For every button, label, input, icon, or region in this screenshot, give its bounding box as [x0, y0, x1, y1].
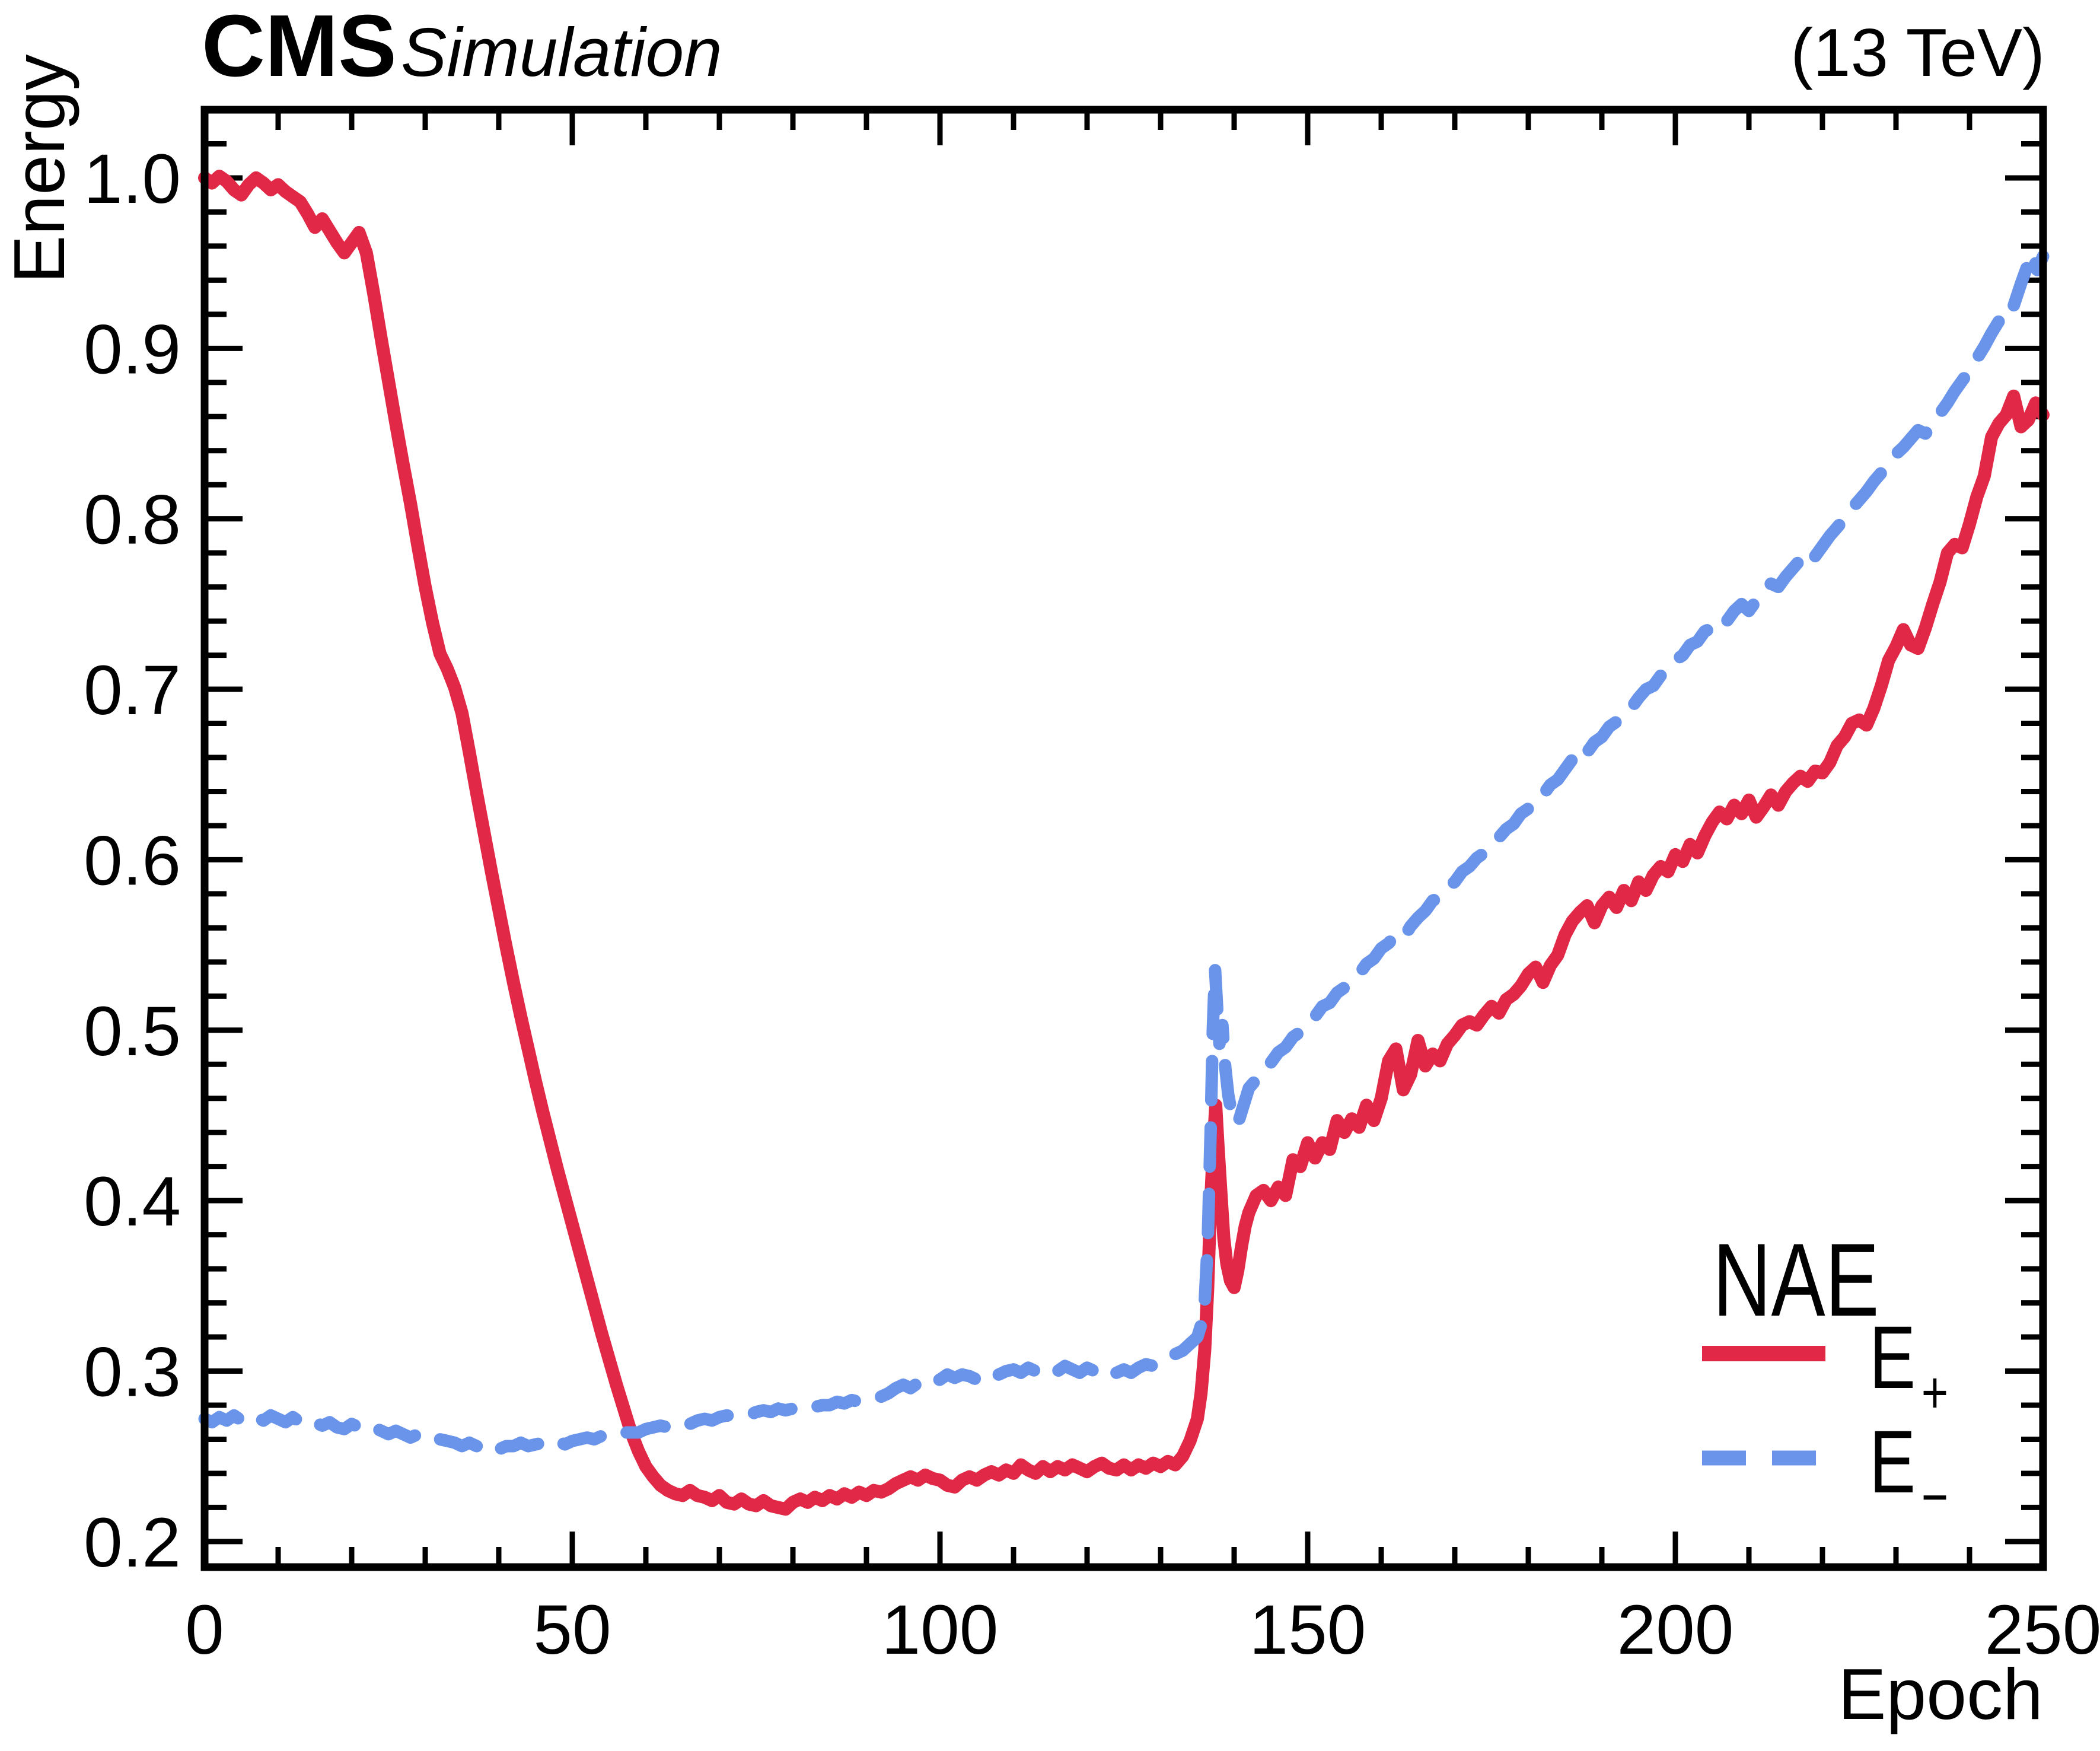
x-tick-label: 100 [882, 1591, 999, 1669]
plot-frame [200, 106, 2047, 1571]
y-axis-title: Energy [0, 54, 79, 284]
center-of-mass-energy-label: (13 TeV) [1790, 15, 2045, 91]
legend: NAE E + E − [1702, 1222, 1948, 1530]
y-tick-label: 0.4 [84, 1163, 181, 1241]
curve-e-plus [198, 170, 2050, 1516]
y-tick-label: 0.7 [84, 651, 181, 730]
x-tick-label: 0 [185, 1591, 224, 1669]
legend-label-e-plus: E + [1869, 1307, 1948, 1426]
curve-e-minus [198, 246, 2050, 1456]
y-tick-label: 0.5 [84, 992, 181, 1071]
y-tick-label: 0.3 [84, 1333, 181, 1412]
x-tick-label: 250 [1985, 1591, 2100, 1669]
y-tick-label: 1.0 [84, 140, 181, 218]
legend-title: NAE [1713, 1222, 1879, 1338]
y-tick-label: 0.6 [84, 822, 181, 900]
x-axis-title: Epoch [1838, 1654, 2043, 1734]
legend-label-e-minus: E − [1869, 1412, 1948, 1530]
axis-tick-labels: 0 50 100 150 200 250 0.2 0.3 0.4 0.5 0.6 0.7 0.8 0.9 1… [84, 140, 2100, 1669]
experiment-logo-text: CMS [202, 0, 397, 95]
x-tick-label: 50 [533, 1591, 611, 1669]
y-tick-label: 0.8 [84, 481, 181, 559]
data-curves [198, 170, 2050, 1516]
x-tick-label: 150 [1250, 1591, 1366, 1669]
x-tick-label: 200 [1617, 1591, 1734, 1669]
y-tick-label: 0.9 [84, 310, 181, 389]
y-tick-label: 0.2 [84, 1504, 181, 1582]
simulation-label: Simulation [401, 14, 722, 91]
